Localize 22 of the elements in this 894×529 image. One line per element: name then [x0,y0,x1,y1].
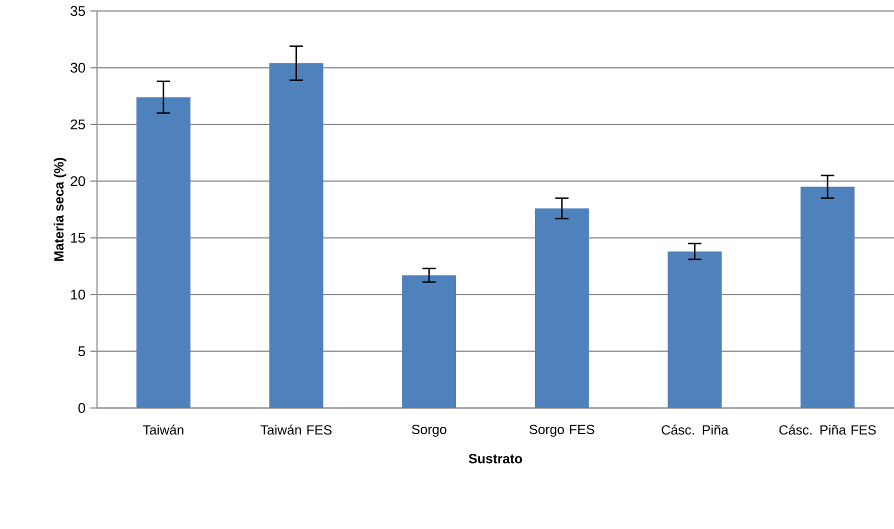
x-tick-label: Sorgo [412,424,446,437]
bar [136,97,190,408]
y-tick-label: 35 [70,6,86,16]
x-axis-title: Sustrato [468,454,522,464]
y-tick-label: 5 [78,346,86,356]
y-tick-label: 0 [78,403,86,413]
x-tick-label: Sorgo FES [530,424,594,437]
x-tick-label: Cásc. Piña [662,424,728,435]
bar [800,186,855,408]
y-tick-label: 15 [71,232,86,243]
y-tick-label: 10 [71,290,86,300]
bar [668,251,722,408]
y-tick-label: 30 [70,62,86,73]
x-tick-label: Taiwán [142,424,184,435]
x-tick-label: Taiwán FES [260,424,332,435]
bar [402,275,456,408]
y-tick-label: 20 [70,176,86,186]
y-axis-title: Materia seca (%) [54,158,66,261]
bar [534,208,589,408]
y-tick-label: 25 [70,119,86,130]
bar [269,63,324,408]
x-tick-label: Cásc. Piña FES [779,424,876,435]
